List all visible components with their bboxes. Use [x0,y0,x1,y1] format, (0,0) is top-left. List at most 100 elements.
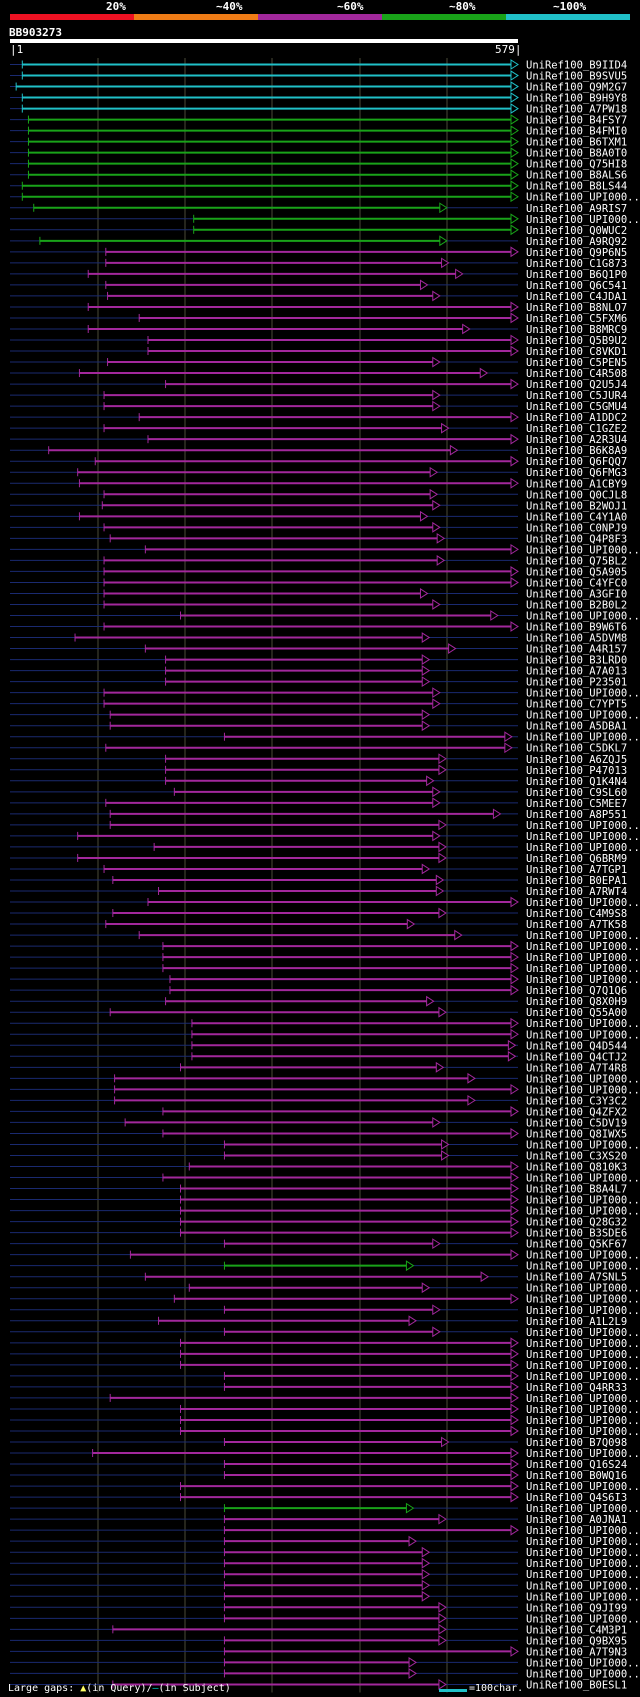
hit-row[interactable]: UniRef100_UPI000.. [10,1028,640,1041]
hit-label[interactable]: UniRef100_Q9BX95 [526,1635,627,1647]
hit-row[interactable]: UniRef100_B3LRD0 [10,654,627,667]
hit-row[interactable]: UniRef100_UPI000.. [10,1579,640,1592]
hit-row[interactable]: UniRef100_UPI000.. [10,1293,640,1306]
hit-row[interactable]: UniRef100_B4FMI0 [10,125,627,138]
hit-row[interactable]: UniRef100_C9SL60 [10,786,627,799]
hit-row[interactable]: UniRef100_A4R157 [10,643,627,656]
hit-row[interactable]: UniRef100_UPI000.. [10,1359,640,1372]
hit-label[interactable]: UniRef100_A7T4R8 [526,1062,627,1074]
hit-label[interactable]: UniRef100_P47013 [526,765,627,777]
hit-label[interactable]: UniRef100_A2R3U4 [526,434,627,446]
hit-row[interactable]: UniRef100_Q4ZFX2 [10,1105,627,1118]
hit-row[interactable]: UniRef100_C7YPT5 [10,698,627,711]
hit-label[interactable]: UniRef100_C1G873 [526,258,627,270]
hit-label[interactable]: UniRef100_UPI000.. [526,1018,640,1030]
hit-label[interactable]: UniRef100_UPI000.. [526,1294,640,1306]
hit-row[interactable]: UniRef100_Q8X0H9 [10,995,627,1008]
hit-label[interactable]: UniRef100_UPI000.. [526,1371,640,1383]
hit-row[interactable]: UniRef100_UPI000.. [10,929,640,942]
hit-row[interactable]: UniRef100_UPI000.. [10,610,640,623]
hit-row[interactable]: UniRef100_UPI000.. [10,1546,640,1559]
hit-label[interactable]: UniRef100_UPI000.. [526,192,640,204]
hit-row[interactable]: UniRef100_C1GZE2 [10,422,627,435]
hit-label[interactable]: UniRef100_UPI000.. [526,974,640,986]
hit-label[interactable]: UniRef100_UPI000.. [526,1569,640,1581]
hit-row[interactable]: UniRef100_Q4P8F3 [10,532,627,545]
hit-label[interactable]: UniRef100_C7YPT5 [526,699,627,711]
hit-label[interactable]: UniRef100_B8NLO7 [526,302,627,314]
hit-label[interactable]: UniRef100_UPI000.. [526,544,640,556]
hit-row[interactable]: UniRef100_UPI000.. [10,1502,640,1515]
hit-row[interactable]: UniRef100_C4M3P1 [10,1623,627,1636]
hit-row[interactable]: UniRef100_UPI000.. [10,940,640,953]
hit-row[interactable]: UniRef100_UPI000.. [10,1194,640,1207]
hit-row[interactable]: UniRef100_Q0WUC2 [10,224,627,237]
hit-label[interactable]: UniRef100_UPI000.. [526,1261,640,1273]
hit-label[interactable]: UniRef100_UPI000.. [526,1668,640,1680]
hit-row[interactable]: UniRef100_UPI000.. [10,830,640,843]
hit-label[interactable]: UniRef100_C5DV19 [526,1117,627,1129]
hit-label[interactable]: UniRef100_P23501 [526,677,627,689]
hit-label[interactable]: UniRef100_A6ZQJ5 [526,754,627,766]
hit-label[interactable]: UniRef100_Q0WUC2 [526,225,627,237]
hit-label[interactable]: UniRef100_C5PEN5 [526,357,627,369]
hit-row[interactable]: UniRef100_UPI000.. [10,543,640,556]
hit-row[interactable]: UniRef100_UPI000.. [10,1172,640,1185]
hit-row[interactable]: UniRef100_Q6C541 [10,279,627,292]
hit-label[interactable]: UniRef100_UPI000.. [526,1139,640,1151]
hit-label[interactable]: UniRef100_Q8IWX5 [526,1128,627,1140]
hit-row[interactable]: UniRef100_B3SDE6 [10,1227,627,1240]
hit-label[interactable]: UniRef100_UPI000.. [526,1547,640,1559]
hit-row[interactable]: UniRef100_A5DVM8 [10,632,627,645]
hit-row[interactable]: UniRef100_Q4RR33 [10,1381,627,1394]
hit-label[interactable]: UniRef100_UPI000.. [526,1349,640,1361]
hit-row[interactable]: UniRef100_Q9JI99 [10,1601,627,1614]
hit-row[interactable]: UniRef100_UPI000.. [10,1260,640,1273]
hit-label[interactable]: UniRef100_Q4P8F3 [526,533,627,545]
hit-label[interactable]: UniRef100_C4YFC0 [526,577,627,589]
hit-row[interactable]: UniRef100_Q5B9U2 [10,334,627,347]
hit-label[interactable]: UniRef100_A7TK58 [526,919,627,931]
hit-label[interactable]: UniRef100_C5GMU4 [526,401,627,413]
hit-label[interactable]: UniRef100_B9H9Y8 [526,93,627,105]
hit-label[interactable]: UniRef100_B7Q098 [526,1437,627,1449]
hit-row[interactable]: UniRef100_C1G873 [10,257,627,270]
hit-row[interactable]: UniRef100_Q8IWX5 [10,1128,627,1140]
hit-label[interactable]: UniRef100_Q2U5J4 [526,379,627,391]
hit-label[interactable]: UniRef100_Q6C541 [526,280,627,292]
hit-label[interactable]: UniRef100_Q1K4N4 [526,776,627,788]
hit-label[interactable]: UniRef100_C5JUR4 [526,390,627,402]
hit-label[interactable]: UniRef100_UPI000.. [526,1206,640,1218]
hit-row[interactable]: UniRef100_C4Y1A0 [10,510,627,523]
hit-row[interactable]: UniRef100_Q5A905 [10,566,627,578]
hit-row[interactable]: UniRef100_UPI000.. [10,1535,640,1548]
hit-row[interactable]: UniRef100_C4JDA1 [10,290,627,303]
hit-label[interactable]: UniRef100_C4R508 [526,368,627,380]
hit-row[interactable]: UniRef100_UPI000.. [10,819,640,832]
hit-row[interactable]: UniRef100_UPI000.. [10,1249,640,1262]
hit-row[interactable]: UniRef100_C5JUR4 [10,389,627,402]
hit-label[interactable]: UniRef100_C1GZE2 [526,423,627,435]
hit-label[interactable]: UniRef100_UPI000.. [526,842,640,854]
hit-label[interactable]: UniRef100_B6K8A9 [526,445,627,457]
hit-row[interactable]: UniRef100_UPI000.. [10,1083,640,1096]
hit-label[interactable]: UniRef100_C8VKD1 [526,346,627,358]
hit-row[interactable]: UniRef100_B8A0T0 [10,147,627,160]
hit-row[interactable]: UniRef100_C3Y3C2 [10,1094,627,1107]
hit-row[interactable]: UniRef100_B8LS44 [10,180,627,193]
hit-label[interactable]: UniRef100_Q9M2G7 [526,82,627,94]
hit-label[interactable]: UniRef100_B3LRD0 [526,655,627,667]
hit-row[interactable]: UniRef100_B0WQ16 [10,1469,627,1482]
hit-row[interactable]: UniRef100_Q4CTJ2 [10,1050,627,1063]
hit-row[interactable]: UniRef100_UPI000.. [10,973,640,986]
hit-row[interactable]: UniRef100_P47013 [10,764,627,777]
hit-label[interactable]: UniRef100_C4Y1A0 [526,511,627,523]
hit-row[interactable]: UniRef100_B8NLO7 [10,301,627,314]
hit-row[interactable]: UniRef100_Q6FMG3 [10,466,627,479]
hit-label[interactable]: UniRef100_B2WOJ1 [526,500,627,512]
hit-label[interactable]: UniRef100_UPI000.. [526,688,640,700]
hit-label[interactable]: UniRef100_Q4CTJ2 [526,1051,627,1063]
hit-row[interactable]: UniRef100_UPI000.. [10,1524,640,1537]
hit-row[interactable]: UniRef100_UPI000.. [10,951,640,964]
hit-label[interactable]: UniRef100_A7RWT4 [526,886,627,898]
